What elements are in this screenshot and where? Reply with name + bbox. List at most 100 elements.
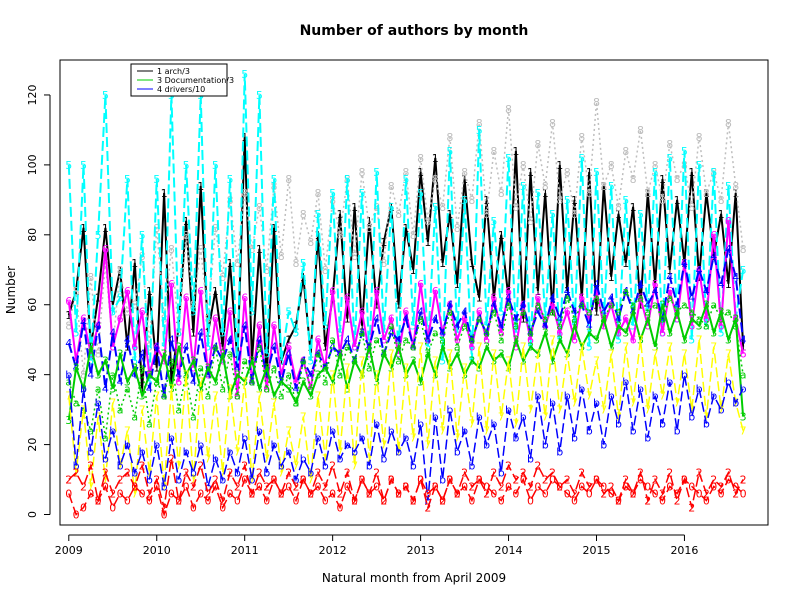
- data-point-b: b: [293, 474, 300, 487]
- data-point-b: b: [344, 439, 351, 452]
- data-point-1: 1: [644, 187, 651, 200]
- data-point-2: 2: [227, 467, 234, 480]
- data-point-a: a: [329, 334, 336, 347]
- data-point-7: 7: [710, 341, 717, 354]
- data-point-8: 8: [498, 187, 505, 200]
- data-point-b: b: [461, 425, 468, 438]
- x-tick-label: 2015: [582, 544, 610, 557]
- data-point-1: 1: [65, 309, 72, 322]
- data-point-4: 4: [373, 313, 380, 326]
- data-point-1: 1: [468, 257, 475, 270]
- data-point-5: 5: [256, 89, 263, 102]
- data-point-7: 7: [461, 362, 468, 375]
- data-point-2: 2: [322, 481, 329, 494]
- data-point-1: 1: [498, 229, 505, 242]
- data-point-3: 3: [556, 334, 563, 347]
- data-point-a: a: [146, 418, 153, 431]
- data-point-a: a: [124, 383, 131, 396]
- data-point-2: 2: [520, 467, 527, 480]
- data-point-2: 2: [549, 467, 556, 480]
- data-point-7: 7: [483, 425, 490, 438]
- data-point-4: 4: [586, 320, 593, 333]
- data-point-7: 7: [556, 404, 563, 417]
- data-point-1: 1: [227, 257, 234, 270]
- data-point-b: b: [505, 404, 512, 417]
- data-point-a: a: [593, 292, 600, 305]
- data-point-8: 8: [454, 222, 461, 235]
- data-point-0: 0: [139, 488, 146, 501]
- data-point-4: 4: [109, 327, 116, 340]
- data-point-6: 6: [65, 295, 72, 308]
- data-point-0: 0: [175, 495, 182, 508]
- data-point-5: 5: [373, 166, 380, 179]
- data-point-8: 8: [446, 131, 453, 144]
- data-point-1: 1: [300, 271, 307, 284]
- data-point-b: b: [131, 467, 138, 480]
- data-point-8: 8: [586, 187, 593, 200]
- legend-box: [130, 63, 228, 97]
- data-point-7: 7: [293, 460, 300, 473]
- data-point-3: 3: [388, 362, 395, 375]
- data-point-0: 0: [168, 488, 175, 501]
- data-point-0: 0: [337, 502, 344, 515]
- data-point-5: 5: [725, 180, 732, 193]
- data-point-0: 0: [417, 474, 424, 487]
- data-point-3: 3: [527, 341, 534, 354]
- data-point-3: 3: [432, 369, 439, 382]
- data-point-6: 6: [241, 292, 248, 305]
- data-point-0: 0: [256, 481, 263, 494]
- data-point-b: b: [490, 418, 497, 431]
- data-point-5: 5: [593, 166, 600, 179]
- data-point-0: 0: [652, 488, 659, 501]
- data-point-a: a: [483, 327, 490, 340]
- data-point-7: 7: [674, 397, 681, 410]
- chart-title: Number of authors by month: [300, 23, 529, 39]
- data-point-3: 3: [608, 341, 615, 354]
- data-point-3: 3: [688, 313, 695, 326]
- data-point-5: 5: [285, 306, 292, 319]
- data-point-3: 3: [95, 369, 102, 382]
- data-point-7: 7: [212, 390, 219, 403]
- data-point-3: 3: [732, 313, 739, 326]
- data-point-5: 5: [190, 306, 197, 319]
- data-point-5: 5: [586, 341, 593, 354]
- data-point-8: 8: [285, 173, 292, 186]
- data-point-b: b: [476, 411, 483, 424]
- series-line-7: [68, 339, 744, 494]
- data-point-4: 4: [608, 292, 615, 305]
- data-point-7: 7: [578, 341, 585, 354]
- data-point-3: 3: [520, 355, 527, 368]
- data-point-5: 5: [681, 145, 688, 158]
- data-point-5: 5: [80, 159, 87, 172]
- data-point-7: 7: [109, 397, 116, 410]
- data-point-6: 6: [571, 334, 578, 347]
- data-point-5: 5: [131, 355, 138, 368]
- data-point-0: 0: [131, 481, 138, 494]
- data-point-2: 2: [622, 474, 629, 487]
- data-point-6: 6: [476, 306, 483, 319]
- data-point-8: 8: [644, 187, 651, 200]
- data-point-5: 5: [417, 187, 424, 200]
- data-point-a: a: [447, 306, 454, 319]
- data-point-1: 1: [315, 229, 322, 242]
- data-point-7: 7: [388, 348, 395, 361]
- data-point-0: 0: [73, 509, 80, 522]
- data-point-b: b: [395, 446, 402, 459]
- data-point-5: 5: [388, 201, 395, 214]
- data-point-2: 2: [219, 495, 226, 508]
- data-point-a: a: [630, 299, 637, 312]
- data-point-3: 3: [175, 341, 182, 354]
- data-point-2: 2: [131, 481, 138, 494]
- data-point-b: b: [564, 390, 571, 403]
- data-point-0: 0: [190, 502, 197, 515]
- data-point-6: 6: [725, 215, 732, 228]
- plot-area: 1 1 1 1 1 1 1 1 1 1 1 1 1 1 1 1 1 1 1 1 1 1 1 1 1 1 1 1 1 1 1 1 1 1 1 1 1 1 1 1…: [65, 68, 746, 522]
- data-point-a: a: [578, 299, 585, 312]
- data-point-8: 8: [410, 229, 417, 242]
- data-point-0: 0: [659, 495, 666, 508]
- data-point-8: 8: [432, 173, 439, 186]
- data-point-2: 2: [512, 474, 519, 487]
- data-point-4: 4: [139, 348, 146, 361]
- data-point-a: a: [461, 320, 468, 333]
- data-point-2: 2: [117, 474, 124, 487]
